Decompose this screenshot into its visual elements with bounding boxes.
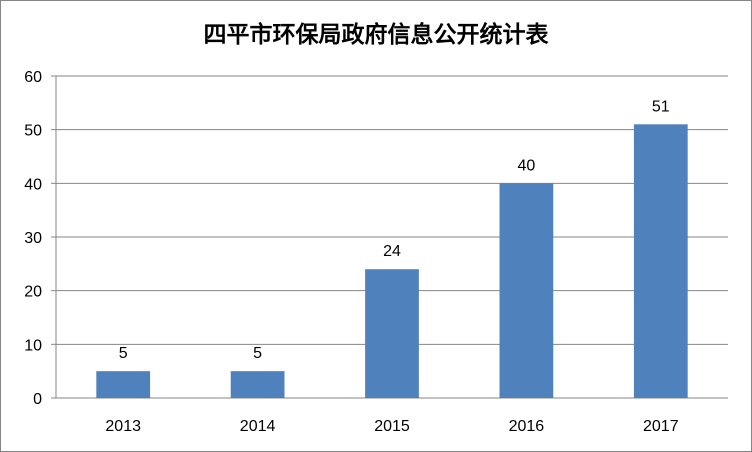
y-tick-label: 40	[24, 176, 42, 193]
bar-2016	[499, 183, 554, 398]
x-tick-label: 2014	[240, 418, 276, 435]
y-tick-label: 50	[24, 123, 42, 140]
chart-title: 四平市环保局政府信息公开统计表	[203, 21, 549, 48]
data-label: 51	[652, 98, 670, 115]
bar-2014	[230, 371, 285, 398]
y-tick-label: 10	[24, 337, 42, 354]
bar-2017	[633, 124, 688, 399]
data-label: 24	[383, 243, 401, 260]
bar-2015	[365, 269, 419, 398]
x-tick-label: 2017	[643, 418, 679, 435]
data-label: 5	[119, 345, 128, 362]
data-label: 5	[253, 345, 262, 362]
y-tick-label: 0	[33, 391, 42, 408]
x-tick-label: 2013	[105, 418, 141, 435]
x-tick-label: 2015	[374, 418, 410, 435]
x-tick-label: 2016	[509, 418, 545, 435]
y-tick-label: 60	[24, 69, 42, 86]
bar-2013	[96, 371, 151, 398]
y-tick-label: 30	[24, 230, 42, 247]
data-label: 40	[518, 157, 536, 174]
y-tick-label: 20	[24, 284, 42, 301]
